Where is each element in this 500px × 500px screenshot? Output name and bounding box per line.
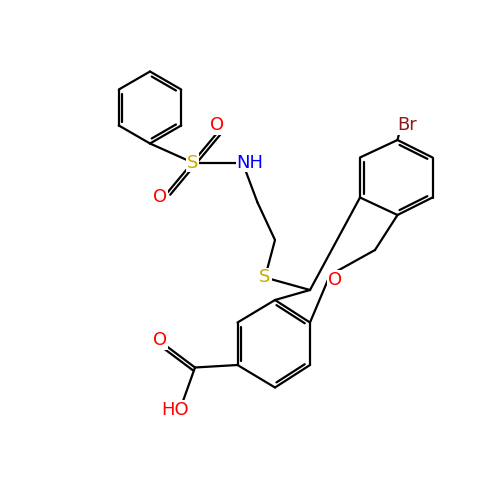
Text: S: S [260,268,270,286]
Text: Br: Br [398,116,417,134]
Text: S: S [187,154,198,172]
Text: NH: NH [236,154,264,172]
Text: O: O [210,116,224,134]
Text: HO: HO [161,401,189,419]
Text: O: O [328,271,342,289]
Text: O: O [153,331,167,349]
Text: O: O [153,188,167,206]
